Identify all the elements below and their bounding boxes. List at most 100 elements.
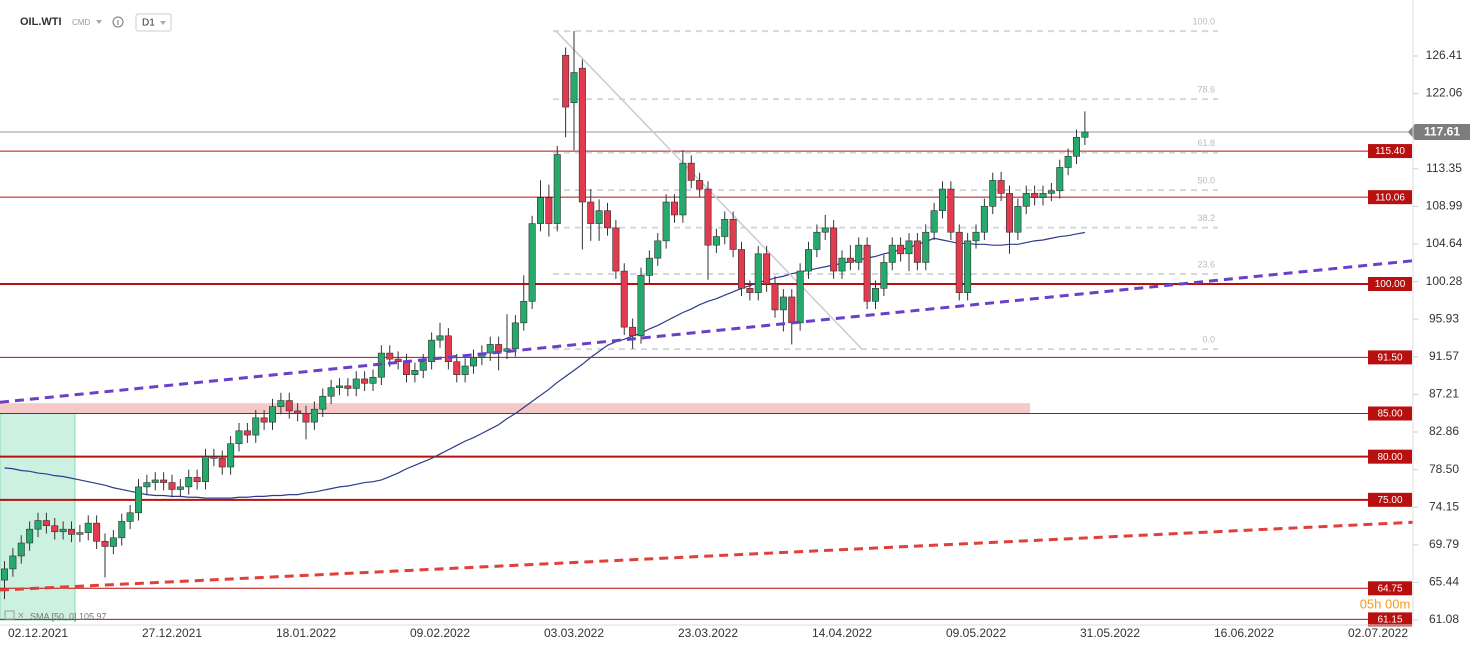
y-tick-label: 65.44 [1429,575,1459,589]
candle-body [562,54,570,108]
overlay-layer: 126.41 122.06 113.35 108.99 104.64 100.28 95.9… [0,48,1470,640]
candle-body [394,358,402,363]
candle-body [905,240,913,255]
candle-body [59,528,67,533]
candle-body [335,385,343,388]
level-label: 85.00 [1377,409,1402,420]
y-tick-label: 104.64 [1426,236,1463,250]
level-label: 91.50 [1377,353,1402,364]
candle-body [1056,167,1064,192]
sma-label: SMA [50, 0] 105.97 [30,611,107,621]
y-tick-label: 91.57 [1429,349,1459,363]
level-label: 64.75 [1377,583,1402,594]
candle-body [235,430,243,445]
candle-body [285,400,293,412]
candle-body [386,352,394,360]
candle-body [687,162,695,181]
level-label-box [1368,581,1412,596]
level-label: 80.00 [1377,452,1402,463]
lines-layer: 100.0 78.6 61.8 50.0 38.2 23.6 0.0 [0,16,1413,620]
x-tick-label: 27.12.2021 [142,626,202,640]
candle-body [863,244,871,302]
candle-body [84,522,92,533]
candle-body [813,231,821,250]
indicator-close[interactable]: ✕ [17,610,25,620]
indicator-icon[interactable] [4,610,15,620]
x-tick-label: 09.05.2022 [946,626,1006,640]
x-tick-label: 02.07.2022 [1348,626,1408,640]
candle-body [486,344,494,354]
candle-body [1047,190,1055,194]
level-label: 75.00 [1377,495,1402,506]
dropdown-icon [160,21,166,25]
candle-body [528,223,536,302]
candle-body [126,512,134,522]
candle-body [428,339,436,363]
candle-body [469,357,477,367]
candle-body [964,240,972,293]
candle-body [930,210,938,233]
dropdown-icon[interactable] [96,20,102,24]
candle-body [796,270,804,324]
x-tick-label: 02.12.2021 [8,626,68,640]
level-label: 61.15 [1377,615,1402,626]
candle-body [788,296,796,324]
level-label-box [1368,406,1412,421]
candle-body [227,443,235,468]
candle-body [319,395,327,410]
candle-body [662,201,670,242]
candle-body [193,477,201,482]
candle-body [327,387,335,397]
candle-body [461,365,469,375]
level-label-box [1368,612,1412,627]
level-label-box [1368,449,1412,464]
x-tick-label: 09.02.2022 [410,626,470,640]
candle-body [118,521,126,539]
fib-label: 78.6 [1197,85,1215,95]
candle-body [804,249,812,272]
candle-body [93,522,101,542]
candle-body [980,206,988,233]
candle-body [897,244,905,255]
candle-body [453,361,461,375]
candle-body [352,378,360,389]
candles-layer [0,31,1089,600]
candle-body [42,520,50,527]
candle-body [344,385,352,389]
candle-body [612,227,620,272]
candle-body [76,532,84,535]
info-icon[interactable] [112,16,124,28]
candle-body [1073,136,1081,157]
level-label: 100.00 [1375,279,1406,290]
candle-body [1005,193,1013,233]
y-tick-label: 69.79 [1429,537,1459,551]
candle-body [763,253,771,285]
interval-select[interactable] [135,13,172,32]
x-tick-label: 14.04.2022 [812,626,872,640]
fib-label: 50.0 [1197,175,1215,185]
level-label: 115.40 [1375,146,1405,157]
y-tick-label: 108.99 [1426,199,1463,213]
candle-body [260,417,268,423]
y-tick-label: 100.28 [1426,274,1463,288]
candle-body [218,458,226,468]
fib-label: 23.6 [1197,259,1215,269]
fib-label: 0.0 [1202,334,1215,344]
countdown: 05h 00m [1360,596,1411,611]
candle-body [637,275,645,337]
candle-body [252,417,260,436]
symbol[interactable]: OIL.WTI [20,16,62,28]
candle-body [729,218,737,250]
candle-body [721,218,729,237]
candle-body [989,180,997,207]
candle-body [1064,155,1072,168]
candle-body [570,72,578,104]
level-label-box [1368,144,1412,159]
candle-body [754,253,762,293]
candle-body [913,240,921,263]
candle-body [34,520,42,530]
interval: D1 [142,18,155,29]
candle-body [1031,193,1039,198]
y-tick-label: 113.35 [1426,161,1462,175]
